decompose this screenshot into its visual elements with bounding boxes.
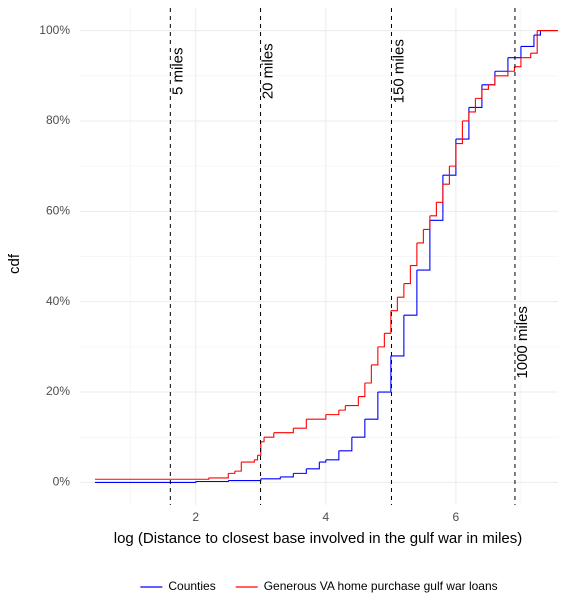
y-tick-label: 20%	[46, 384, 70, 398]
line-segment	[429, 202, 437, 217]
line-segment	[195, 480, 229, 483]
x-tick-label: 6	[453, 510, 460, 524]
y-tick-label: 40%	[46, 294, 70, 308]
reference-label: 150 miles	[390, 39, 407, 103]
line-segment	[507, 46, 522, 59]
line-segment	[442, 166, 450, 185]
line-segment	[319, 459, 327, 463]
line-segment	[462, 111, 470, 122]
legend: Counties Generous VA home purchase gulf w…	[140, 579, 498, 593]
line-segment	[338, 437, 353, 452]
y-tick-label: 60%	[46, 203, 70, 217]
legend-label: Counties	[168, 579, 215, 593]
line-segment	[390, 315, 405, 357]
line-segment	[338, 405, 346, 411]
line-segment	[325, 410, 340, 416]
line-segment	[377, 355, 392, 393]
line-segment	[257, 441, 262, 456]
line-segment	[254, 455, 259, 461]
line-segment	[423, 215, 431, 230]
line-segment	[371, 346, 379, 366]
reference-label: 5 miles	[169, 47, 186, 95]
line-segment	[234, 462, 242, 472]
x-axis-title: log (Distance to closest base involved i…	[114, 530, 523, 547]
line-segment	[306, 414, 327, 420]
line-segment	[410, 242, 418, 267]
line-segment	[514, 57, 522, 68]
line-segment	[364, 364, 372, 384]
line-segment	[533, 30, 541, 36]
line-segment	[530, 30, 538, 54]
reference-label: 1000 miles	[514, 306, 531, 379]
legend-label: Generous VA home purchase gulf war loans	[264, 579, 498, 593]
line-segment	[264, 432, 275, 438]
line-segment	[351, 419, 366, 438]
line-segment	[377, 333, 385, 348]
line-segment	[306, 462, 320, 470]
line-segment	[228, 478, 262, 482]
x-tick-label: 2	[192, 510, 199, 524]
line-segment	[260, 437, 265, 443]
line-segment	[520, 53, 532, 59]
line-segment	[390, 297, 398, 312]
line-segment	[475, 89, 483, 99]
line-segment	[273, 428, 294, 434]
line-segment	[397, 283, 405, 298]
reference-label: 20 miles	[260, 43, 277, 99]
line-segment	[488, 75, 496, 86]
y-tick-label: 0%	[53, 475, 71, 489]
line-segment	[416, 220, 431, 271]
line-segment	[403, 270, 418, 316]
line-segment	[293, 419, 307, 429]
line-segment	[228, 471, 236, 474]
line-segment	[507, 66, 515, 72]
y-tick-label: 100%	[39, 23, 70, 37]
line-segment	[520, 35, 535, 47]
line-segment	[481, 84, 489, 90]
line-segment	[364, 392, 379, 420]
line-segment	[280, 473, 294, 478]
line-segment	[494, 71, 509, 77]
line-segment	[293, 468, 307, 474]
x-tick-label: 4	[322, 510, 329, 524]
line-segment	[449, 143, 457, 167]
line-segment	[195, 477, 210, 480]
line-segment	[345, 396, 359, 407]
line-segment	[481, 71, 496, 86]
line-segment	[325, 450, 340, 461]
series	[94, 30, 558, 480]
line-segment	[260, 476, 281, 480]
line-segment	[468, 98, 476, 113]
line-segment	[416, 229, 424, 244]
y-tick-label: 80%	[46, 113, 70, 127]
line-segment	[494, 57, 509, 72]
line-segment	[436, 184, 444, 203]
line-segment	[455, 120, 463, 145]
y-axis-title: cdf	[6, 253, 23, 274]
line-segment	[94, 481, 197, 483]
line-segment	[384, 310, 392, 334]
line-segment	[358, 383, 366, 398]
line-segment	[208, 473, 229, 479]
line-segment	[403, 265, 411, 285]
line-segment	[241, 459, 255, 463]
